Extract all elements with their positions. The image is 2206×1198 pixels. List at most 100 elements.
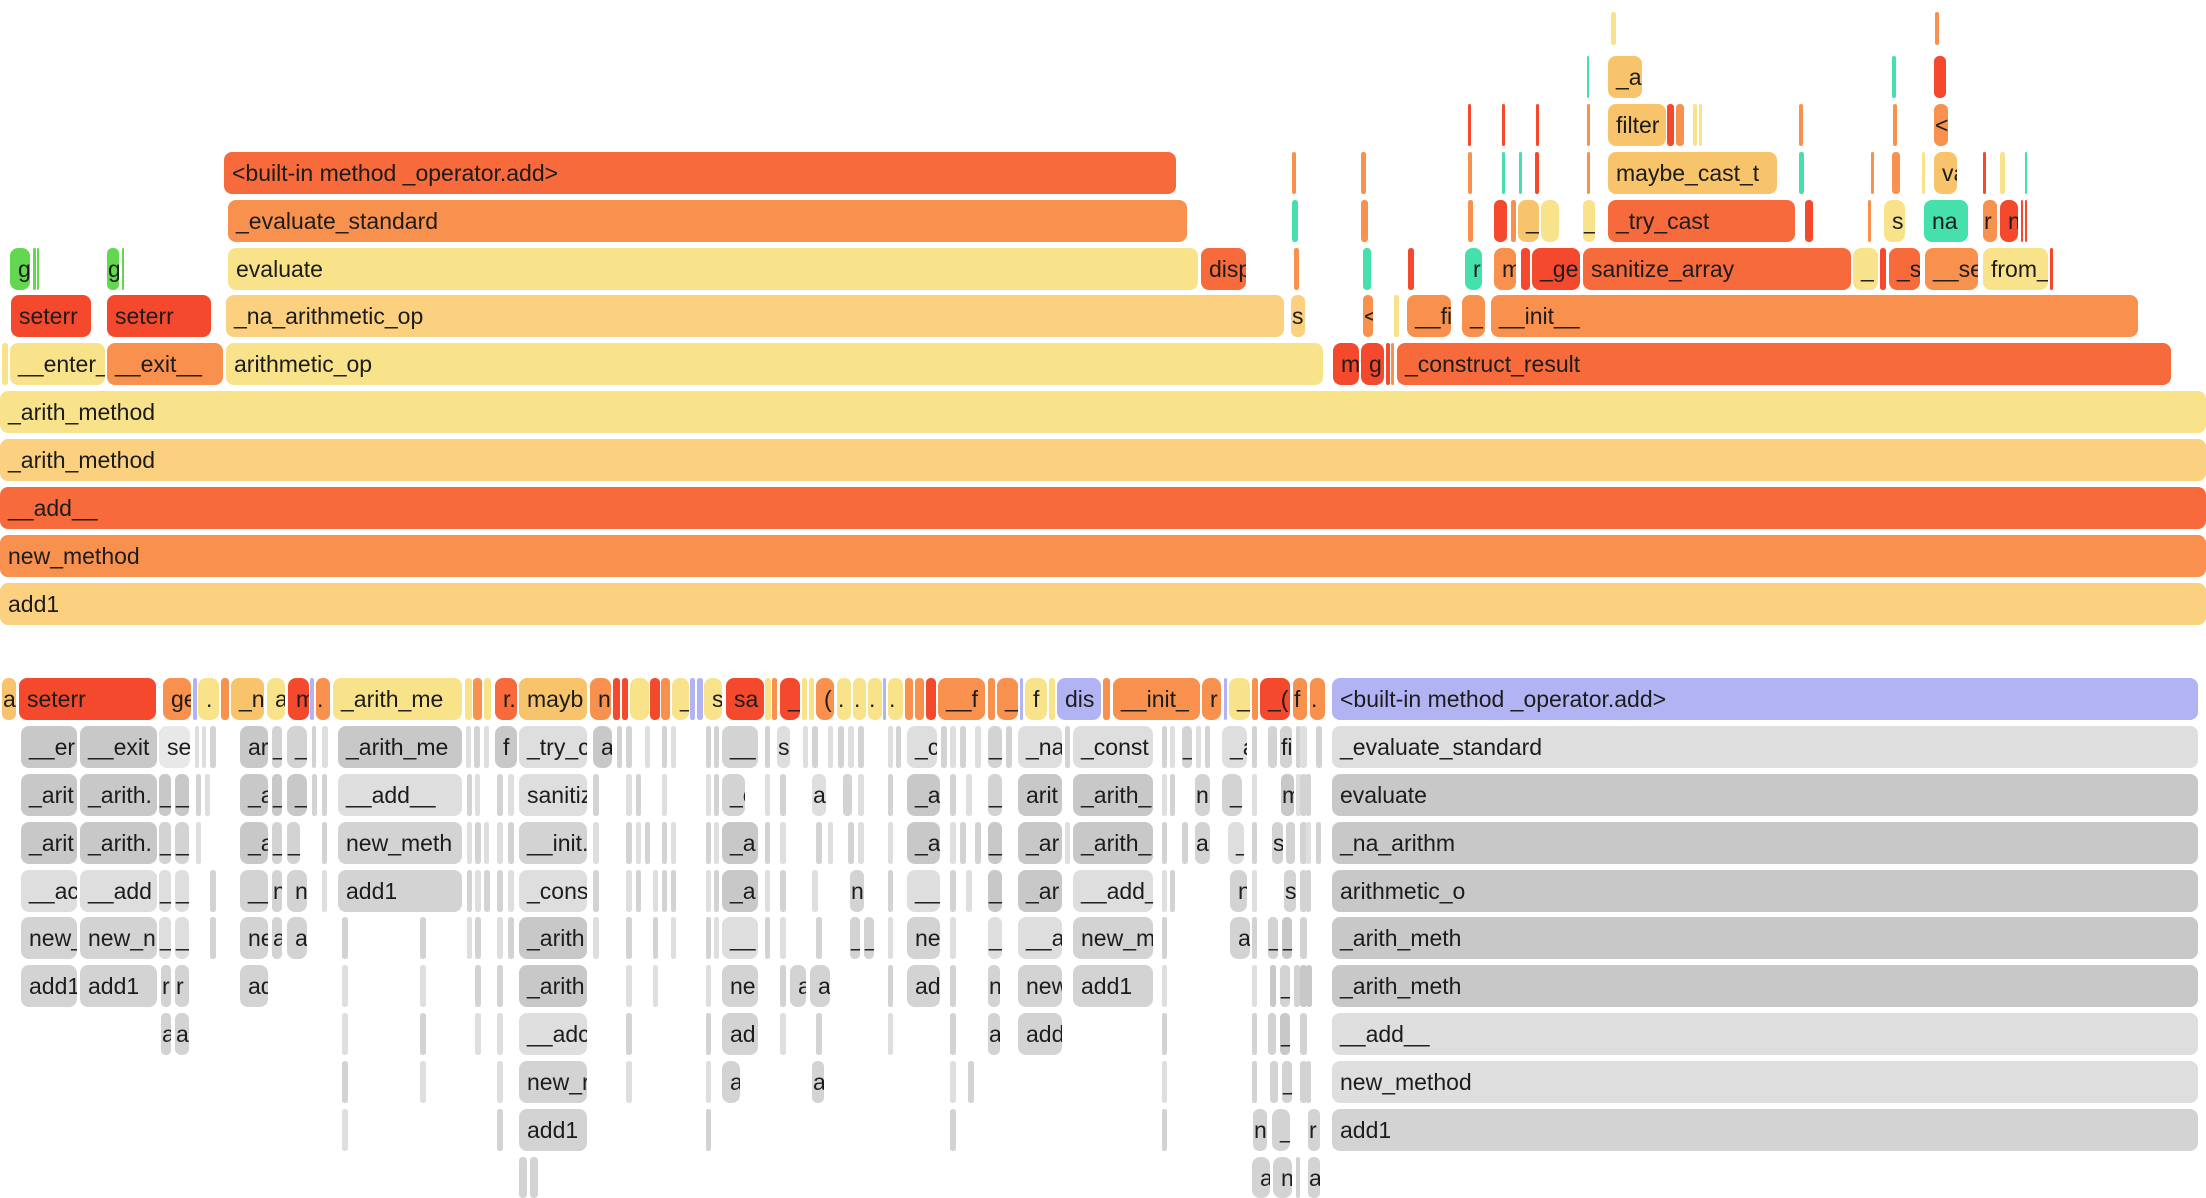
flame-frame[interactable] [626, 917, 632, 959]
flame-frame[interactable] [690, 678, 695, 720]
flame-frame[interactable] [950, 726, 956, 768]
flame-frame[interactable] [650, 678, 660, 720]
flame-frame[interactable] [322, 726, 328, 768]
flame-frame-__exit[interactable]: __exit [80, 726, 157, 768]
flame-frame-_a[interactable]: _a [1222, 726, 1247, 768]
flame-frame[interactable] [966, 870, 972, 912]
flame-frame-adc[interactable]: adc [907, 965, 940, 1007]
flame-frame[interactable] [1502, 152, 1505, 194]
flame-frame-_[interactable]: _( [1260, 678, 1290, 720]
flame-frame-r[interactable]: r [175, 965, 189, 1007]
flame-frame[interactable] [966, 774, 972, 816]
flame-frame[interactable] [1361, 152, 1366, 194]
flame-frame[interactable] [1799, 152, 1804, 194]
flame-frame[interactable] [1162, 1013, 1167, 1055]
flame-frame[interactable] [1205, 726, 1210, 768]
flame-frame-_n[interactable]: _n [231, 678, 264, 720]
flame-frame[interactable] [1065, 822, 1070, 864]
flame-frame-__fi[interactable]: __fi [1407, 295, 1451, 337]
flame-frame[interactable] [1363, 248, 1371, 290]
flame-frame-[interactable] [484, 870, 490, 912]
flame-frame-__a[interactable]: __a [907, 870, 940, 912]
flame-frame[interactable] [196, 774, 201, 816]
flame-frame[interactable] [988, 678, 995, 720]
flame-frame-na[interactable]: na [1924, 200, 1968, 242]
flame-frame-_a[interactable]: _a [240, 822, 268, 864]
flame-frame[interactable] [950, 965, 956, 1007]
flame-frame[interactable] [888, 870, 893, 912]
flame-frame[interactable] [420, 1013, 426, 1055]
flame-frame-[interactable] [497, 870, 503, 912]
flame-frame[interactable] [342, 1109, 348, 1151]
flame-frame-r[interactable] [1300, 774, 1307, 816]
flame-frame[interactable] [474, 726, 480, 768]
flame-frame[interactable] [1871, 152, 1874, 194]
flame-frame[interactable] [968, 1061, 974, 1103]
flame-frame-[interactable] [1300, 1061, 1307, 1103]
flame-frame-_[interactable]: _ [1272, 1109, 1290, 1151]
flame-frame-[interactable] [843, 774, 852, 816]
flame-frame[interactable] [37, 248, 39, 290]
flame-frame[interactable] [210, 870, 216, 912]
flame-frame[interactable] [1065, 726, 1070, 768]
flame-frame[interactable] [1162, 917, 1167, 959]
flame-frame-n[interactable]: n [1253, 1109, 1267, 1151]
flame-frame[interactable] [508, 774, 514, 816]
flame-frame[interactable] [765, 678, 771, 720]
flame-frame-_[interactable]: _ [1462, 295, 1485, 337]
flame-frame[interactable] [626, 1013, 632, 1055]
flame-frame-__init_[interactable]: __init_ [1113, 678, 1200, 720]
flame-frame-_[interactable]: _ [1282, 917, 1292, 959]
flame-frame-n[interactable]: n [1195, 774, 1210, 816]
flame-frame-arithmetic_o[interactable]: arithmetic_o [1332, 870, 2198, 912]
flame-frame[interactable] [803, 726, 808, 768]
flame-frame-_arith[interactable]: _arith. [80, 822, 157, 864]
flame-frame-_[interactable] [1300, 917, 1307, 959]
flame-frame[interactable] [1252, 822, 1257, 864]
flame-frame[interactable] [322, 822, 327, 864]
flame-frame-s[interactable]: s [1884, 200, 1905, 242]
flame-frame[interactable] [765, 822, 770, 864]
flame-frame[interactable] [905, 678, 913, 720]
flame-frame[interactable] [626, 965, 632, 1007]
flame-frame-seterr[interactable]: seterr [107, 295, 211, 337]
flame-frame-[interactable] [497, 822, 503, 864]
flame-frame-[interactable] [1300, 870, 1307, 912]
flame-frame[interactable] [671, 726, 676, 768]
flame-frame[interactable] [858, 774, 864, 816]
flame-frame-__[interactable]: __ [722, 917, 758, 959]
flame-frame[interactable] [1536, 104, 1539, 146]
flame-frame[interactable] [473, 678, 482, 720]
flame-frame[interactable] [593, 822, 599, 864]
flame-frame[interactable] [312, 726, 316, 768]
flame-frame[interactable] [2021, 200, 2023, 242]
flame-frame[interactable] [484, 822, 489, 864]
flame-frame[interactable] [122, 248, 124, 290]
flame-frame-f[interactable]: f [495, 726, 517, 768]
flame-frame[interactable] [1162, 726, 1167, 768]
flame-frame[interactable] [1252, 774, 1257, 816]
flame-frame[interactable] [1306, 774, 1311, 816]
flame-frame[interactable] [780, 822, 786, 864]
flame-frame[interactable] [661, 678, 670, 720]
flame-frame[interactable] [1535, 152, 1539, 194]
flame-frame-_[interactable]: _ [1280, 1013, 1290, 1055]
flame-frame-builtinmethod_operatoradd[interactable]: <built-in method _operator.add> [1332, 678, 2198, 720]
flame-frame[interactable] [1892, 56, 1896, 98]
flame-frame-_[interactable] [1270, 1061, 1278, 1103]
flame-frame-a[interactable]: a [1308, 1157, 1320, 1198]
flame-frame[interactable] [780, 774, 786, 816]
flame-frame-new[interactable]: new [1018, 965, 1062, 1007]
flame-frame[interactable] [196, 822, 201, 864]
flame-frame[interactable] [888, 822, 893, 864]
flame-frame[interactable] [780, 965, 786, 1007]
flame-frame-add[interactable]: add [1018, 1013, 1062, 1055]
flame-frame[interactable] [888, 774, 893, 816]
flame-frame-new_m[interactable]: new_m [1073, 917, 1153, 959]
flame-frame-[interactable]: . [316, 678, 330, 720]
flame-frame-g[interactable]: g [10, 248, 30, 290]
flame-frame[interactable] [1316, 822, 1321, 864]
flame-frame-s[interactable]: s [704, 678, 722, 720]
flame-frame-arithmetic_op[interactable]: arithmetic_op [226, 343, 1323, 385]
flame-frame-new_meth[interactable]: new_meth [338, 822, 462, 864]
